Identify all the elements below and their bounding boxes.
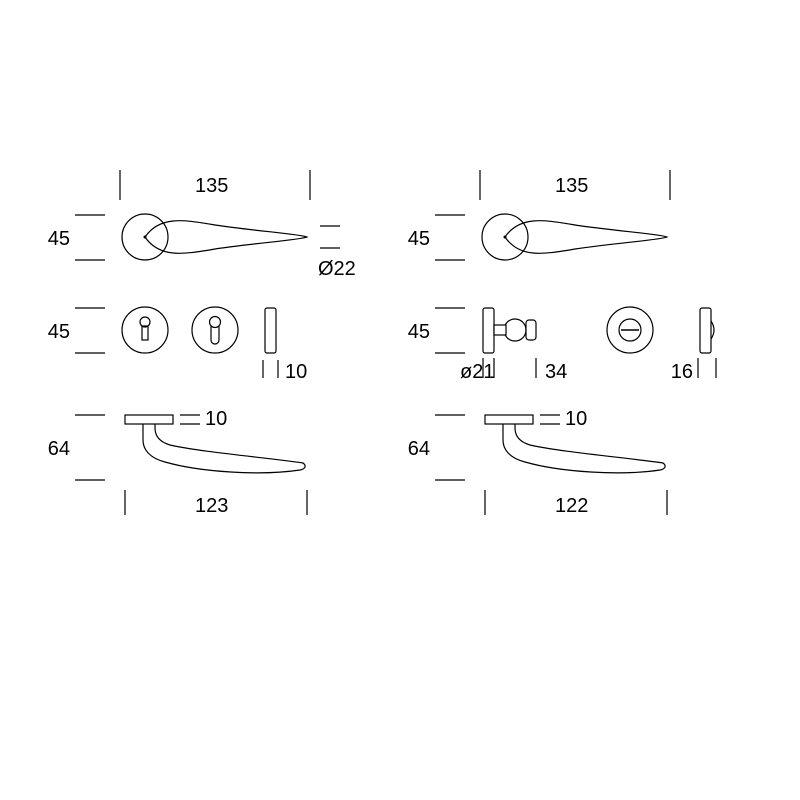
left-row3: 64 10 123 bbox=[48, 408, 307, 517]
dim-right-r2-dia: ø21 bbox=[460, 361, 494, 383]
tech-drawing: 135 45 Ø22 45 10 bbox=[0, 0, 800, 800]
right-row1: 135 45 bbox=[408, 170, 670, 260]
right-row2: 45 ø21 34 16 bbox=[408, 307, 716, 383]
left-row2: 45 10 bbox=[48, 307, 308, 383]
dim-right-r2-proj: 34 bbox=[545, 361, 567, 383]
dim-left-r1-dia: Ø22 bbox=[318, 258, 356, 280]
dim-left-r1-width: 135 bbox=[195, 175, 228, 197]
dim-left-r2-depth: 10 bbox=[285, 361, 307, 383]
dim-left-r3-width: 123 bbox=[195, 495, 228, 517]
dim-left-r3-height: 64 bbox=[48, 438, 70, 460]
right-row3: 64 10 122 bbox=[408, 408, 667, 517]
dim-left-r3-thk: 10 bbox=[205, 408, 227, 430]
dim-right-r2-height: 45 bbox=[408, 321, 430, 343]
dim-right-r3-thk: 10 bbox=[565, 408, 587, 430]
dim-right-r2-depth: 16 bbox=[671, 361, 693, 383]
dim-right-r3-width: 122 bbox=[555, 495, 588, 517]
dim-left-r1-height: 45 bbox=[48, 228, 70, 250]
dim-right-r1-height: 45 bbox=[408, 228, 430, 250]
dim-right-r3-height: 64 bbox=[408, 438, 430, 460]
left-row1: 135 45 Ø22 bbox=[48, 170, 356, 280]
dim-left-r2-height: 45 bbox=[48, 321, 70, 343]
dim-right-r1-width: 135 bbox=[555, 175, 588, 197]
